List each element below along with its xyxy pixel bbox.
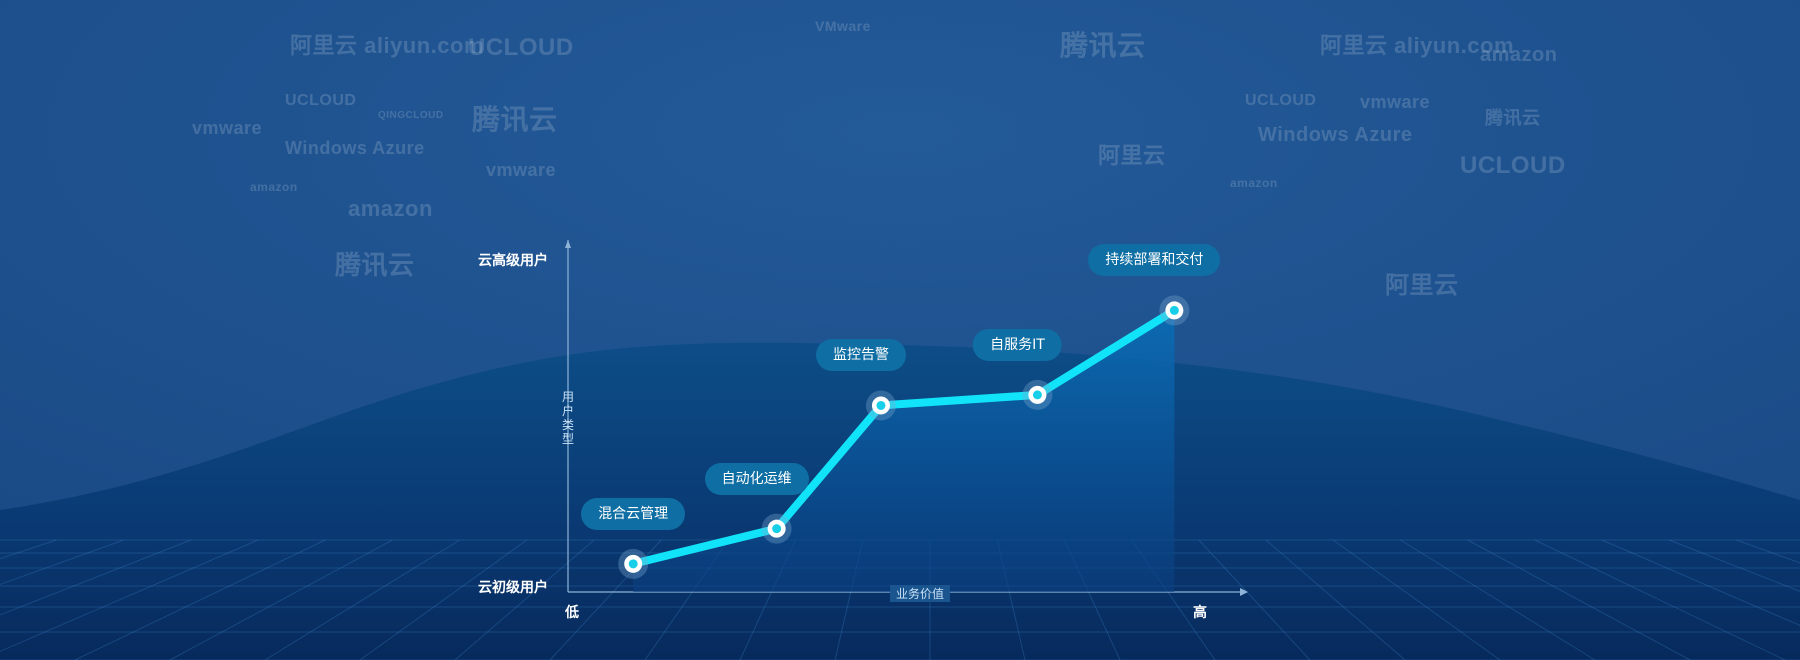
background-logo: UCLOUD (1460, 152, 1566, 179)
background-logo: 腾讯云 (472, 104, 558, 135)
background-logo: amazon (1230, 176, 1278, 190)
data-point (618, 548, 649, 579)
background-logo: vmware (1360, 92, 1431, 112)
y-axis-title: 用户类型 (561, 390, 574, 446)
background-logo: amazon (250, 180, 298, 194)
background-logo: amazon (1480, 44, 1558, 66)
background-logo: 阿里云 aliyun.com (290, 33, 485, 58)
grid-line (169, 539, 393, 660)
grid-line (0, 539, 124, 586)
grid-line (74, 539, 326, 660)
grid-line (1534, 539, 1786, 660)
data-label: 自动化运维 (704, 462, 809, 495)
x-axis-title: 业务价值 (889, 585, 951, 602)
grid-line (1668, 539, 1800, 592)
data-point (1159, 295, 1190, 326)
background-logo: 腾讯云 (1060, 30, 1146, 61)
grid-line (454, 539, 595, 660)
data-label: 持续部署和交付 (1088, 244, 1221, 277)
background-logo: 阿里云 (1098, 143, 1166, 168)
background-logo: UCLOUD (285, 92, 357, 109)
data-label: 混合云管理 (581, 497, 686, 530)
x-tick-label-low: 低 (565, 605, 579, 621)
data-point (761, 513, 792, 544)
grid-line (0, 539, 192, 616)
data-point (865, 390, 896, 421)
grid-line (1601, 539, 1800, 627)
x-tick-label-high: 高 (1193, 605, 1207, 621)
grid-line (1332, 539, 1501, 660)
background-logo: QINGCLOUD (378, 110, 444, 121)
background-logo: Windows Azure (1258, 124, 1413, 146)
background-logo: VMware (815, 18, 871, 34)
background-logo: UCLOUD (1245, 92, 1317, 109)
data-label: 自服务IT (973, 328, 1062, 361)
background-logo: vmware (192, 118, 263, 138)
background-logo: Windows Azure (285, 138, 425, 158)
background-logo: 腾讯云 (1485, 108, 1541, 128)
background-logo: 阿里云 aliyun.com (1320, 33, 1515, 58)
grid-line (1467, 539, 1691, 660)
series-area (633, 310, 1175, 592)
grid-line (0, 539, 259, 652)
x-axis-arrow (1240, 588, 1248, 596)
grid-line (1198, 539, 1311, 660)
data-point (1022, 379, 1053, 410)
grid-line (264, 539, 460, 660)
y-tick-label-bottom: 云初级用户 (478, 580, 548, 596)
data-label: 监控告警 (815, 339, 906, 372)
y-tick-label-top: 云高级用户 (478, 253, 548, 269)
background-logo: amazon (348, 196, 433, 221)
grid-line (1400, 539, 1596, 660)
background-logo: 腾讯云 (335, 250, 415, 280)
y-axis-arrow (565, 240, 571, 248)
background-logo: 阿里云 (1385, 272, 1459, 299)
grid-line (1736, 539, 1800, 564)
background-logo: UCLOUD (468, 34, 574, 61)
grid-line (359, 539, 528, 660)
grid-line (1265, 539, 1406, 660)
background-logo: vmware (486, 160, 557, 180)
